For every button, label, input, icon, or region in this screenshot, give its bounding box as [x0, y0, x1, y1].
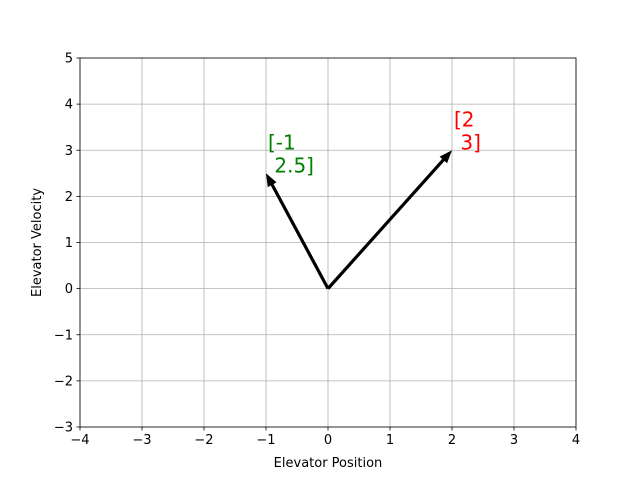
x-tick-label: −2 — [194, 433, 213, 448]
y-tick-label: −3 — [54, 421, 73, 436]
y-tick-label: 4 — [65, 98, 73, 113]
y-tick-label: 0 — [65, 282, 73, 297]
vector-label-line: [-1 — [268, 130, 296, 154]
y-tick-label: −1 — [54, 328, 73, 343]
x-tick-label: 0 — [324, 433, 332, 448]
grid — [79, 57, 577, 428]
y-axis: −3 −2 −1 0 1 2 3 4 5 — [54, 52, 80, 436]
x-tick-label: 1 — [386, 433, 394, 448]
y-tick-label: −2 — [54, 374, 73, 389]
x-tick-label: −3 — [132, 433, 151, 448]
vector-label-line: 3] — [454, 130, 481, 154]
x-tick-label: −4 — [70, 433, 89, 448]
x-tick-label: 3 — [510, 433, 518, 448]
vector-label-line: 2.5] — [268, 153, 314, 177]
vector-label: [2 3] — [454, 107, 481, 154]
y-tick-label: 2 — [65, 190, 73, 205]
vector-label: [-1 2.5] — [268, 130, 314, 177]
vector-labels: [2 3] [-1 2.5] — [268, 107, 481, 177]
vector-arrow — [326, 150, 452, 290]
x-axis: −4 −3 −2 −1 0 1 2 3 4 — [70, 427, 580, 448]
y-tick-label: 3 — [65, 144, 73, 159]
x-axis-title: Elevator Position — [274, 456, 383, 471]
vectors — [266, 150, 452, 290]
x-tick-label: 2 — [448, 433, 456, 448]
y-axis-title: Elevator Velocity — [30, 188, 45, 297]
x-tick-label: −1 — [256, 433, 275, 448]
y-tick-label: 5 — [65, 52, 73, 67]
y-tick-label: 1 — [65, 236, 73, 251]
x-tick-label: 4 — [572, 433, 580, 448]
vector-arrow — [266, 173, 330, 290]
vector-label-line: [2 — [454, 107, 475, 131]
